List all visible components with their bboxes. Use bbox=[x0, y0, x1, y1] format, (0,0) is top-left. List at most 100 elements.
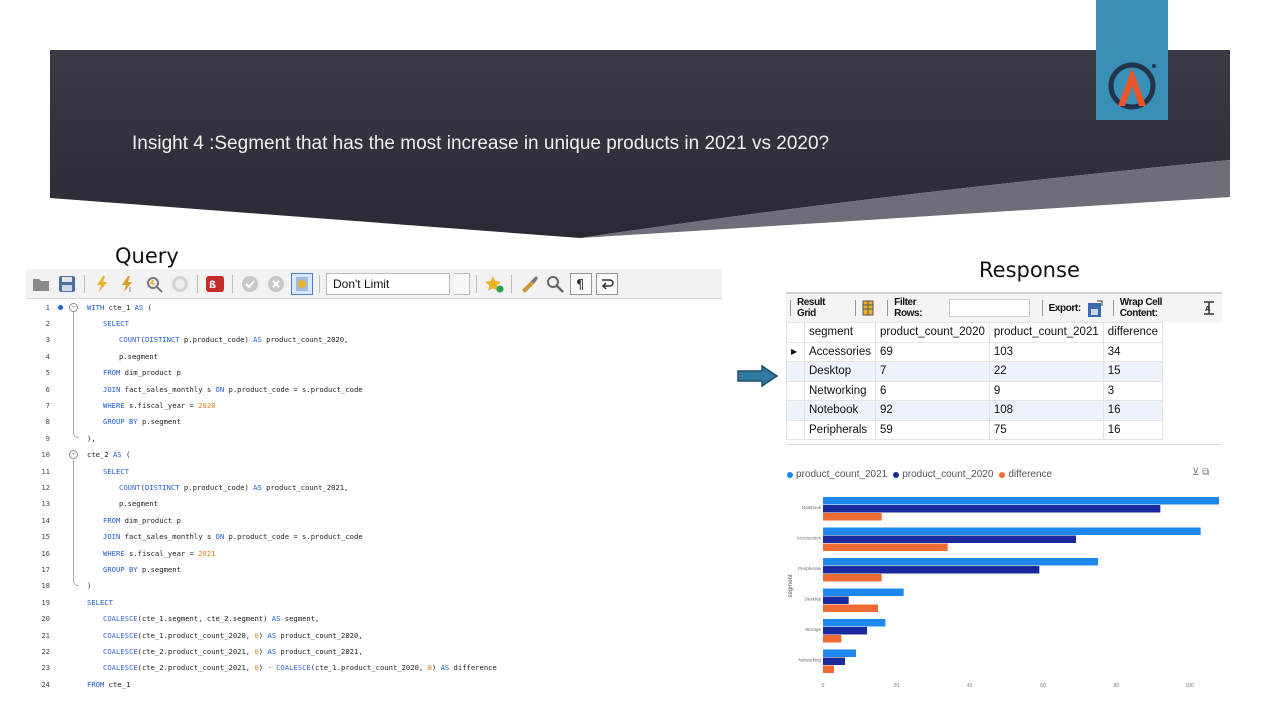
code-text[interactable]: SELECT bbox=[103, 467, 129, 476]
filter-rows-input[interactable] bbox=[949, 299, 1030, 317]
bar-product_count_2020[interactable] bbox=[823, 658, 845, 666]
filter-icon[interactable]: ⊻ bbox=[1192, 467, 1199, 478]
code-line[interactable]: 8 GROUP BY p.segment bbox=[26, 414, 722, 430]
toggle-error-icon[interactable]: ß bbox=[204, 273, 226, 295]
focus-mode-icon[interactable]: ⧉ bbox=[1202, 467, 1209, 478]
table-cell[interactable]: Peripherals bbox=[805, 420, 876, 440]
bar-product_count_2021[interactable] bbox=[823, 619, 885, 627]
table-cell[interactable]: 69 bbox=[876, 342, 990, 362]
code-text[interactable]: JOIN fact_sales_monthly s ON p.product_c… bbox=[103, 532, 363, 541]
bar-product_count_2021[interactable] bbox=[823, 650, 856, 658]
code-line[interactable]: 24 FROM cte_1 bbox=[26, 676, 722, 692]
rollback-icon[interactable] bbox=[265, 273, 287, 295]
table-cell[interactable]: 75 bbox=[989, 420, 1103, 440]
table-row[interactable]: Notebook 92 108 16 bbox=[787, 401, 1163, 421]
code-line[interactable]: 4 p.segment bbox=[26, 348, 722, 364]
code-text[interactable]: COALESCE(cte_1.product_count_2020, 0) AS… bbox=[103, 631, 363, 640]
table-row[interactable]: Desktop 7 22 15 bbox=[787, 362, 1163, 382]
code-line[interactable]: 10 − cte_2 AS ( bbox=[26, 447, 722, 463]
table-cell[interactable]: 108 bbox=[989, 401, 1103, 421]
bar-difference[interactable] bbox=[823, 513, 882, 521]
export-icon[interactable] bbox=[1087, 300, 1101, 316]
code-text[interactable]: COALESCE(cte_1.segment, cte_2.segment) A… bbox=[103, 614, 319, 623]
table-cell[interactable]: 7 bbox=[876, 362, 990, 382]
wrap-icon[interactable] bbox=[596, 273, 618, 295]
code-text[interactable]: FROM dim_product p bbox=[103, 368, 181, 377]
table-cell[interactable]: 34 bbox=[1103, 342, 1162, 362]
table-cell[interactable]: 103 bbox=[989, 342, 1103, 362]
table-cell[interactable]: 15 bbox=[1103, 362, 1162, 382]
code-text[interactable]: FROM cte_1 bbox=[87, 680, 130, 689]
code-line[interactable]: 23 COALESCE(cte_2.product_count_2021, 0) … bbox=[26, 660, 722, 676]
fold-toggle-icon[interactable]: − bbox=[69, 450, 78, 459]
code-text[interactable]: WHERE s.fiscal_year = 2020 bbox=[103, 401, 216, 410]
code-text[interactable]: COUNT(DISTINCT p.product_code) AS produc… bbox=[119, 483, 348, 492]
bar-product_count_2020[interactable] bbox=[823, 597, 849, 605]
stop-icon[interactable] bbox=[169, 273, 191, 295]
code-text[interactable]: COUNT(DISTINCT p.product_code) AS produc… bbox=[119, 335, 348, 344]
table-cell[interactable]: 92 bbox=[876, 401, 990, 421]
table-cell[interactable]: 22 bbox=[989, 362, 1103, 382]
code-text[interactable]: WITH cte_1 AS ( bbox=[87, 303, 152, 312]
table-cell[interactable]: 6 bbox=[876, 381, 990, 401]
code-line[interactable]: 2 SELECT bbox=[26, 315, 722, 331]
invisible-chars-icon[interactable]: ¶ bbox=[570, 273, 592, 295]
table-cell[interactable]: Notebook bbox=[805, 401, 876, 421]
table-cell[interactable]: 3 bbox=[1103, 381, 1162, 401]
column-header[interactable]: product_count_2020 bbox=[876, 323, 990, 343]
bar-product_count_2021[interactable] bbox=[823, 528, 1201, 536]
code-text[interactable]: SELECT bbox=[103, 319, 129, 328]
code-line[interactable]: 11 SELECT bbox=[26, 463, 722, 479]
code-text[interactable]: SELECT bbox=[87, 598, 113, 607]
legend-item[interactable]: product_count_2020 bbox=[893, 469, 993, 480]
code-line[interactable]: 12 COUNT(DISTINCT p.product_code) AS prod… bbox=[26, 479, 722, 495]
legend-item[interactable]: product_count_2021 bbox=[787, 469, 887, 480]
table-cell[interactable]: Accessories bbox=[805, 342, 876, 362]
table-cell[interactable]: 9 bbox=[989, 381, 1103, 401]
code-text[interactable]: p.segment bbox=[119, 499, 158, 508]
bar-difference[interactable] bbox=[823, 544, 948, 552]
bar-difference[interactable] bbox=[823, 666, 834, 674]
code-line[interactable]: 13 p.segment bbox=[26, 496, 722, 512]
result-grid-tab[interactable]: Result Grid bbox=[797, 297, 843, 319]
grid-layout-icon[interactable] bbox=[862, 300, 875, 316]
code-line[interactable]: 19 SELECT bbox=[26, 594, 722, 610]
lightning-cursor-icon[interactable]: I bbox=[117, 273, 139, 295]
bar-product_count_2020[interactable] bbox=[823, 505, 1160, 513]
table-row[interactable]: Peripherals 59 75 16 bbox=[787, 420, 1163, 440]
folder-icon[interactable] bbox=[30, 273, 52, 295]
code-text[interactable]: JOIN fact_sales_monthly s ON p.product_c… bbox=[103, 385, 363, 394]
find-icon[interactable] bbox=[544, 273, 566, 295]
bookmark-star-icon[interactable] bbox=[483, 273, 505, 295]
beautify-icon[interactable] bbox=[518, 273, 540, 295]
column-header[interactable]: difference bbox=[1103, 323, 1162, 343]
code-text[interactable]: GROUP BY p.segment bbox=[103, 417, 181, 426]
code-text[interactable]: cte_2 AS ( bbox=[87, 450, 130, 459]
bar-difference[interactable] bbox=[823, 574, 882, 582]
bar-product_count_2020[interactable] bbox=[823, 536, 1076, 544]
code-line[interactable]: 22 COALESCE(cte_2.product_count_2021, 0) … bbox=[26, 643, 722, 659]
code-line[interactable]: 16 WHERE s.fiscal_year = 2021 bbox=[26, 545, 722, 561]
table-cell[interactable]: 59 bbox=[876, 420, 990, 440]
commit-icon[interactable] bbox=[239, 273, 261, 295]
code-line[interactable]: 21 COALESCE(cte_1.product_count_2020, 0) … bbox=[26, 627, 722, 643]
chevron-down-icon[interactable] bbox=[454, 273, 470, 295]
legend-item[interactable]: difference bbox=[999, 469, 1052, 480]
column-header[interactable]: segment bbox=[805, 323, 876, 343]
code-line[interactable]: 3 COUNT(DISTINCT p.product_code) AS produ… bbox=[26, 332, 722, 348]
wrap-cell-icon[interactable]: A bbox=[1203, 300, 1216, 316]
bar-product_count_2021[interactable] bbox=[823, 558, 1098, 566]
code-line[interactable]: 20 COALESCE(cte_1.segment, cte_2.segment)… bbox=[26, 611, 722, 627]
code-line[interactable]: 15 JOIN fact_sales_monthly s ON p.product… bbox=[26, 529, 722, 545]
table-row[interactable]: ▶ Accessories 69 103 34 bbox=[787, 342, 1163, 362]
bar-difference[interactable] bbox=[823, 635, 841, 643]
code-line[interactable]: 18) bbox=[26, 578, 722, 594]
sql-editor[interactable]: 1− WITH cte_1 AS (2 SELECT 3 COUNT(DISTINCT … bbox=[26, 299, 722, 694]
save-icon[interactable] bbox=[56, 273, 78, 295]
code-text[interactable]: COALESCE(cte_2.product_count_2021, 0) AS… bbox=[103, 647, 363, 656]
code-text[interactable]: ) bbox=[87, 581, 91, 590]
code-text[interactable]: p.segment bbox=[119, 352, 158, 361]
code-line[interactable]: 17 GROUP BY p.segment bbox=[26, 561, 722, 577]
table-cell[interactable]: 16 bbox=[1103, 401, 1162, 421]
table-row[interactable]: Networking 6 9 3 bbox=[787, 381, 1163, 401]
